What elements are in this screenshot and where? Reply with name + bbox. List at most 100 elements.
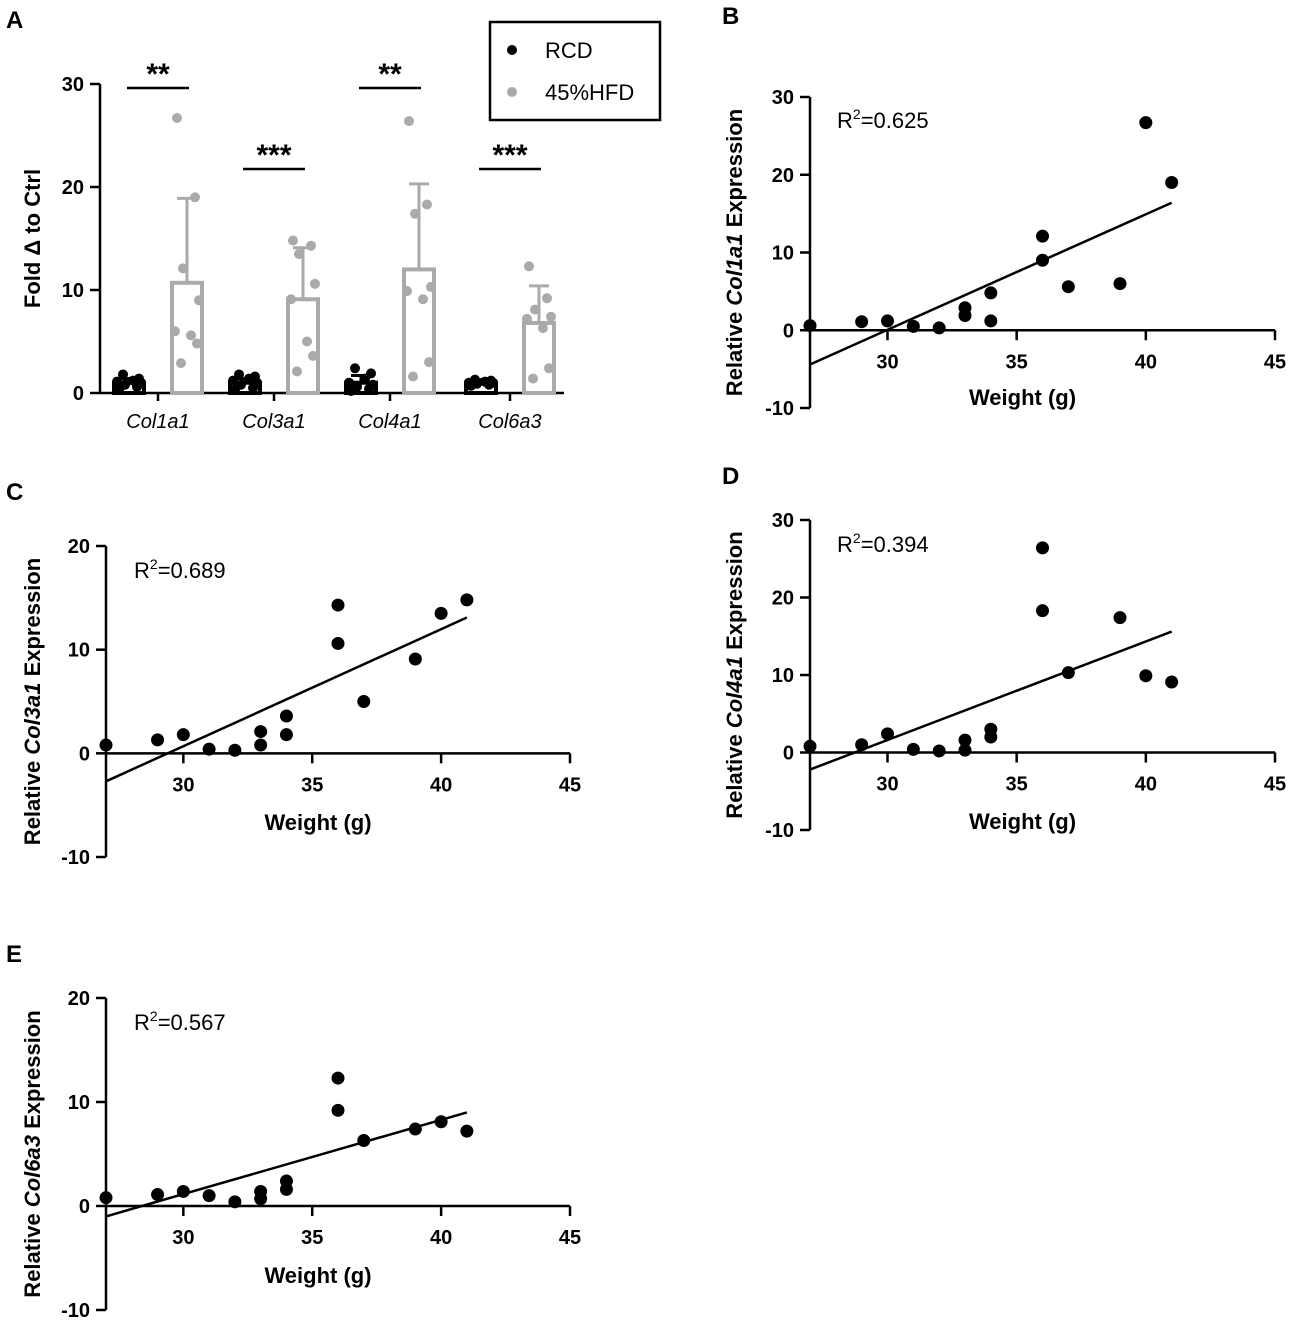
- category-label: Col1a1: [126, 411, 189, 433]
- data-point: [1036, 253, 1049, 267]
- data-point: [99, 1191, 113, 1205]
- data-point: [881, 314, 894, 328]
- data-point: [1036, 604, 1049, 618]
- r-squared-label: R2=0.394: [837, 530, 929, 557]
- regression-line: [809, 630, 1173, 771]
- data-point: [470, 374, 480, 385]
- y-tick-label: 30: [772, 87, 794, 109]
- y-tick-label: 30: [772, 510, 794, 532]
- y-axis-title: Fold Δ to Ctrl: [20, 169, 45, 308]
- data-point: [279, 709, 293, 723]
- data-point: [112, 376, 122, 387]
- data-point: [855, 738, 869, 752]
- x-tick-label: 45: [559, 774, 581, 796]
- x-tick-label: 30: [172, 774, 194, 796]
- data-point: [202, 742, 216, 756]
- data-point: [418, 294, 428, 305]
- data-point: [434, 1115, 448, 1129]
- significance-stars: ***: [492, 139, 527, 172]
- data-point: [932, 321, 946, 335]
- data-point: [151, 733, 165, 747]
- data-point: [250, 371, 260, 382]
- data-point: [424, 357, 434, 368]
- legend-box: [488, 20, 662, 122]
- data-point: [331, 1071, 345, 1085]
- data-point: [1061, 666, 1075, 680]
- data-point: [408, 371, 418, 382]
- panel-d: D -10 0 10 20 30 30 35 40 45 Weight (g) Relative Co…: [722, 463, 1286, 842]
- data-point: [228, 743, 242, 757]
- x-tick-label: 30: [876, 774, 898, 796]
- x-tick-label: 30: [876, 351, 898, 373]
- y-tick-label: 10: [62, 280, 84, 302]
- data-point: [1036, 541, 1049, 555]
- bar: [286, 297, 320, 395]
- data-point: [906, 319, 920, 333]
- data-point: [906, 742, 920, 756]
- data-point: [228, 1195, 242, 1209]
- x-tick-label: 45: [559, 1227, 581, 1249]
- panel-letter-d: D: [722, 463, 739, 490]
- x-axis-title: Weight (g): [264, 1263, 371, 1288]
- data-point: [254, 725, 268, 739]
- data-point: [279, 728, 293, 742]
- data-point: [422, 199, 432, 210]
- data-point: [402, 286, 412, 297]
- category-label: Col6a3: [478, 411, 541, 433]
- data-point: [194, 295, 204, 306]
- data-point: [855, 315, 869, 329]
- x-tick-label: 35: [301, 774, 323, 796]
- panel-letter-b: B: [722, 3, 739, 30]
- data-point: [254, 1192, 268, 1206]
- data-point: [408, 652, 422, 666]
- x-tick-label: 35: [1006, 774, 1028, 796]
- x-axis-title: Weight (g): [969, 809, 1076, 834]
- y-axis-title: Relative Col4a1 Expression: [722, 531, 747, 818]
- category-label: Col4a1: [358, 411, 421, 433]
- data-point: [176, 358, 186, 369]
- data-point: [190, 192, 200, 203]
- data-point: [426, 281, 436, 292]
- r-squared-label: R2=0.689: [134, 556, 226, 583]
- data-point: [984, 730, 998, 744]
- y-tick-label: -10: [61, 1300, 90, 1321]
- panel-letter-e: E: [6, 941, 22, 968]
- data-point: [286, 294, 296, 305]
- x-tick-label: 45: [1264, 774, 1286, 796]
- x-tick-label: 40: [430, 774, 452, 796]
- y-tick-label: 20: [772, 588, 794, 610]
- legend-marker: [507, 87, 517, 97]
- x-tick-label: 35: [301, 1227, 323, 1249]
- data-point: [958, 733, 972, 747]
- data-point: [357, 1133, 371, 1147]
- data-point: [279, 1182, 293, 1196]
- data-point: [1165, 176, 1179, 190]
- y-tick-label: 10: [68, 640, 90, 662]
- data-point: [236, 379, 246, 390]
- y-axis-title: Relative Col3a1 Expression: [20, 558, 45, 845]
- r-squared-label: R2=0.625: [837, 106, 929, 133]
- data-point: [151, 1188, 165, 1202]
- significance-stars: **: [378, 58, 402, 91]
- data-point: [234, 369, 244, 380]
- y-tick-label: 0: [73, 383, 84, 405]
- data-point: [308, 350, 318, 361]
- y-tick-label: 10: [68, 1092, 90, 1114]
- y-tick-label: 30: [62, 74, 84, 96]
- x-tick-label: 45: [1264, 351, 1286, 373]
- data-point: [542, 293, 552, 304]
- data-point: [254, 738, 268, 752]
- data-point: [434, 606, 448, 620]
- data-point: [366, 368, 376, 379]
- data-point: [538, 323, 548, 334]
- data-point: [120, 379, 130, 390]
- x-tick-label: 40: [1135, 351, 1157, 373]
- regression-line: [809, 201, 1173, 366]
- legend-label: 45%HFD: [545, 80, 634, 105]
- data-point: [172, 112, 182, 123]
- data-point: [460, 1124, 474, 1138]
- data-point: [1139, 116, 1153, 130]
- category-label: Col3a1: [242, 411, 305, 433]
- data-point: [404, 116, 414, 127]
- data-point: [310, 278, 320, 289]
